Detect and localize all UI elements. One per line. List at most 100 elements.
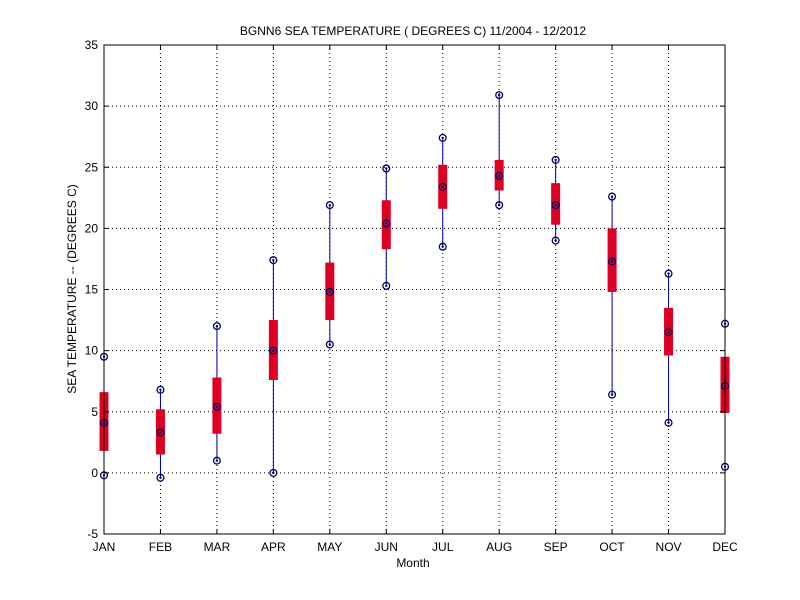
max-marker [382, 164, 391, 173]
min-marker [608, 390, 617, 399]
interquartile-box [607, 228, 617, 292]
interquartile-box [212, 377, 222, 434]
median-marker-center [385, 222, 388, 225]
min-marker [382, 281, 391, 290]
min-marker [325, 340, 334, 349]
min-marker-center [497, 203, 501, 207]
max-marker-center [497, 93, 501, 97]
box-nov [664, 269, 674, 427]
x-tick-label: JAN [93, 540, 116, 554]
x-tick-label: MAR [204, 540, 231, 554]
max-marker [608, 192, 617, 201]
chart-title: BGNN6 SEA TEMPERATURE ( DEGREES C) 11/20… [240, 24, 586, 38]
y-tick-label: 20 [85, 221, 99, 235]
x-tick-label: SEP [544, 540, 568, 554]
box-apr [268, 256, 278, 477]
box-aug [494, 91, 504, 210]
y-tick-label: 25 [85, 160, 99, 174]
y-tick-label: -5 [87, 527, 98, 541]
box-may [325, 201, 335, 349]
median-marker [664, 328, 673, 337]
min-marker-center [215, 459, 219, 462]
y-tick-label: 5 [91, 405, 98, 419]
min-marker [495, 201, 504, 210]
min-marker [212, 456, 221, 465]
max-marker-center [385, 167, 388, 170]
min-marker [269, 468, 278, 477]
median-marker [269, 346, 278, 355]
median-marker-center [215, 405, 219, 409]
max-marker [495, 91, 504, 100]
x-tick-label: NOV [656, 540, 682, 554]
median-marker [608, 257, 617, 266]
x-tick-label: AUG [486, 540, 512, 554]
y-tick-label: 15 [85, 283, 99, 297]
max-marker [269, 256, 278, 265]
interquartile-box [381, 200, 391, 250]
median-marker [495, 171, 504, 180]
x-tick-label: APR [261, 540, 286, 554]
x-tick-label: FEB [149, 540, 172, 554]
median-marker-center [159, 431, 162, 434]
y-tick-label: 0 [91, 466, 98, 480]
box-jun [381, 164, 391, 290]
y-tick-label: 10 [85, 344, 99, 358]
min-marker [156, 473, 165, 482]
min-marker-center [385, 284, 388, 288]
y-axis-label: SEA TEMPERATURE -- (DEGREES C) [65, 184, 79, 394]
max-marker-center [328, 203, 332, 207]
max-marker-center [667, 272, 670, 275]
y-tick-label: 30 [85, 99, 99, 113]
median-marker [212, 402, 221, 411]
max-marker [664, 269, 673, 278]
max-marker-center [610, 195, 614, 198]
min-marker-center [328, 343, 332, 346]
x-tick-label: OCT [599, 540, 625, 554]
max-marker-center [215, 324, 219, 328]
box-feb [155, 385, 165, 482]
box-oct [607, 192, 617, 399]
median-marker-center [441, 185, 444, 189]
median-marker-center [554, 203, 557, 207]
box-jul [438, 133, 448, 251]
axis-ticks: -5 0 5 10 15 20 25 30 35 JAN FEB MAR APR MAY JUN JUL AUG… [85, 38, 738, 554]
max-marker [551, 155, 560, 164]
min-marker-center [667, 421, 670, 424]
median-marker-center [272, 349, 275, 352]
max-marker-center [272, 258, 275, 262]
min-marker [664, 418, 673, 427]
interquartile-box [551, 183, 561, 225]
min-marker-center [441, 245, 444, 248]
max-marker [156, 385, 165, 394]
median-marker-center [497, 174, 501, 178]
max-marker-center [554, 158, 557, 162]
median-marker-center [610, 260, 614, 263]
box-sep [551, 155, 561, 245]
box-mar [212, 322, 222, 465]
median-marker [325, 287, 334, 296]
y-tick-label: 35 [85, 38, 99, 52]
max-marker-center [441, 136, 444, 140]
min-marker-center [159, 476, 162, 479]
min-marker-center [610, 393, 614, 396]
max-marker [212, 322, 221, 331]
x-tick-label: MAY [317, 540, 342, 554]
median-marker [438, 182, 447, 191]
x-tick-label: JUL [432, 540, 454, 554]
min-marker [551, 236, 560, 245]
max-marker [325, 201, 334, 210]
max-marker [438, 133, 447, 142]
median-marker [551, 201, 560, 210]
x-tick-label: JUN [375, 540, 398, 554]
median-marker-center [667, 331, 670, 334]
median-marker [382, 219, 391, 228]
min-marker-center [272, 471, 275, 475]
median-marker [156, 428, 165, 437]
min-marker [438, 242, 447, 251]
median-marker-center [328, 290, 332, 294]
max-marker-center [159, 388, 162, 391]
min-marker-center [554, 239, 557, 242]
x-tick-label: DEC [712, 540, 738, 554]
